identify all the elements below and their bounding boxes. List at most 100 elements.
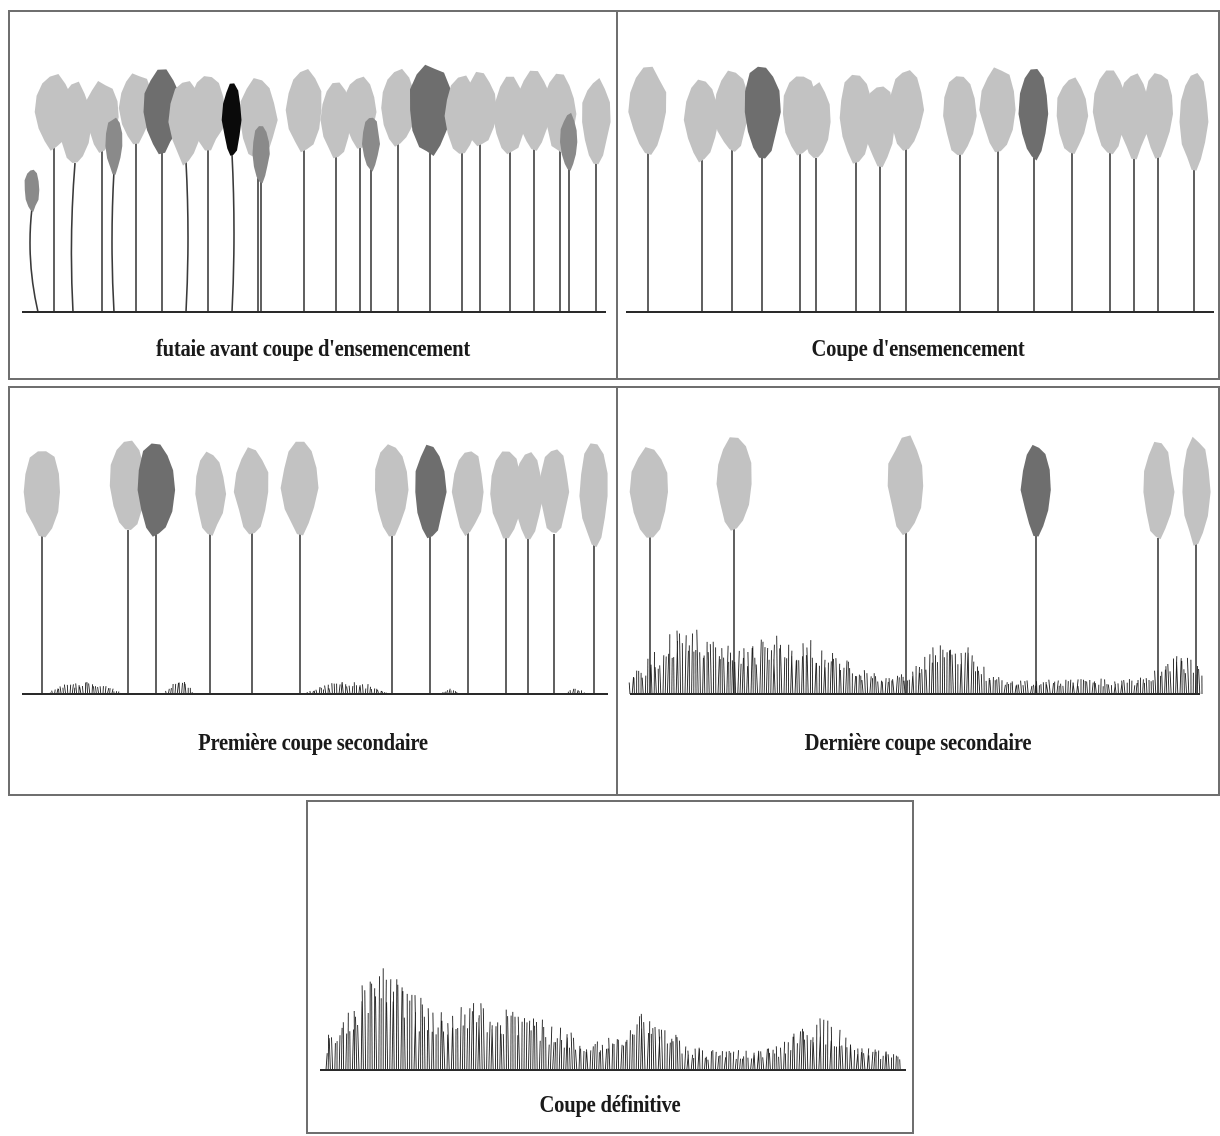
seedling xyxy=(517,1016,521,1071)
tree-crown xyxy=(744,66,781,159)
seedling xyxy=(324,685,327,695)
tree xyxy=(543,73,577,312)
seedling xyxy=(184,683,187,695)
seedling xyxy=(967,652,970,695)
tree-crown xyxy=(320,82,352,159)
seedling xyxy=(806,647,809,695)
tree xyxy=(492,76,527,312)
seedling xyxy=(871,678,873,695)
seedling xyxy=(633,677,635,695)
seedling xyxy=(525,1022,528,1071)
tree-crown xyxy=(118,73,154,145)
seedling xyxy=(1011,681,1014,695)
seedling xyxy=(739,663,742,695)
tree xyxy=(320,82,352,312)
tree-crown xyxy=(24,169,40,212)
seedling xyxy=(754,657,756,695)
seedling xyxy=(447,1023,450,1071)
stand-illustration xyxy=(628,435,1211,695)
seedling xyxy=(607,1048,609,1071)
seedling xyxy=(183,681,185,695)
seedling xyxy=(1175,656,1178,695)
stand-illustration xyxy=(626,66,1214,313)
tree-crown xyxy=(285,69,322,153)
seedling xyxy=(1183,669,1185,695)
tree-crown xyxy=(579,443,608,548)
seedling xyxy=(1029,685,1033,695)
tree-crown xyxy=(451,451,484,537)
seedling xyxy=(397,984,400,1071)
seedling xyxy=(97,686,100,695)
tree-crown xyxy=(240,78,278,158)
seedling xyxy=(703,655,706,695)
seedling xyxy=(1091,682,1094,695)
seedling xyxy=(478,1018,481,1071)
seedling xyxy=(586,1049,589,1071)
seedling xyxy=(858,674,860,695)
seedling xyxy=(601,1044,604,1071)
seedling xyxy=(654,667,657,695)
seedling xyxy=(697,1047,700,1071)
seedling xyxy=(93,686,95,695)
seedling xyxy=(845,660,848,695)
seedling xyxy=(691,633,693,695)
seedling xyxy=(877,1050,880,1071)
seedling xyxy=(779,644,783,695)
seedling xyxy=(728,1050,730,1071)
seedling xyxy=(737,650,740,695)
seedling xyxy=(707,652,710,695)
seedling xyxy=(81,685,84,695)
tree xyxy=(1143,441,1175,694)
seedling xyxy=(403,1017,406,1071)
panel-caption: Première coupe secondaire xyxy=(198,730,428,756)
seedling xyxy=(431,1031,433,1071)
tree xyxy=(683,79,719,312)
seedling xyxy=(589,1050,592,1071)
seedling xyxy=(331,1037,334,1071)
seedling xyxy=(486,1032,488,1071)
seedling xyxy=(79,686,82,695)
tree-crown xyxy=(1056,77,1089,154)
seedling xyxy=(941,649,944,695)
tree-crown xyxy=(1117,73,1151,160)
seedling xyxy=(604,1048,608,1071)
tree-crown xyxy=(979,67,1016,153)
panel-caption: Dernière coupe secondaire xyxy=(804,730,1032,756)
tree xyxy=(118,73,154,312)
seedling xyxy=(1194,674,1197,695)
seedling xyxy=(400,987,403,1071)
seedling xyxy=(570,1032,573,1071)
seedling xyxy=(502,1034,505,1071)
seedling xyxy=(641,677,644,695)
seedling xyxy=(1121,680,1124,695)
seedling xyxy=(822,1019,825,1071)
seedling xyxy=(847,661,849,695)
seedling xyxy=(360,1001,363,1071)
seedling xyxy=(1003,684,1006,695)
seedling xyxy=(819,1018,822,1071)
seedling xyxy=(654,1026,657,1071)
seedling xyxy=(978,670,981,695)
seedling xyxy=(829,1040,832,1071)
seedling xyxy=(761,641,764,695)
seedling xyxy=(699,652,701,695)
seedling xyxy=(325,1053,328,1071)
seedling xyxy=(378,976,380,1071)
seedling xyxy=(615,1039,618,1071)
seedling xyxy=(620,1044,623,1071)
seedling xyxy=(480,1003,483,1071)
seedling xyxy=(341,681,344,695)
seedling xyxy=(989,679,992,695)
tree xyxy=(252,126,270,312)
stand-illustration xyxy=(320,968,906,1071)
seedling xyxy=(1154,670,1157,695)
seedling xyxy=(762,1057,765,1071)
seedling xyxy=(351,1029,354,1071)
seedling xyxy=(608,1037,611,1071)
seedling xyxy=(593,1043,596,1071)
seedling xyxy=(664,656,667,695)
seedling xyxy=(881,681,884,695)
seedling xyxy=(780,1047,782,1071)
seedling xyxy=(709,644,712,695)
seedling xyxy=(770,650,772,695)
